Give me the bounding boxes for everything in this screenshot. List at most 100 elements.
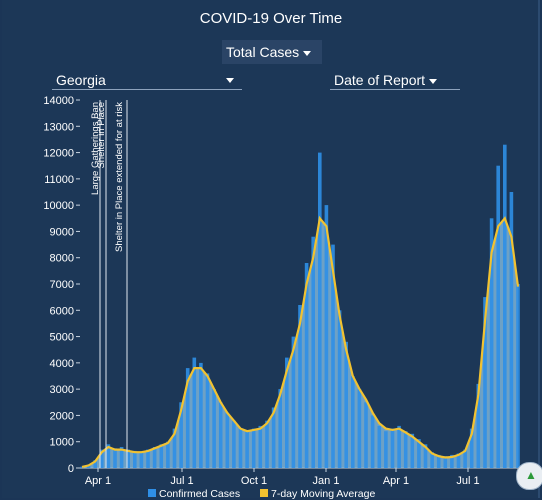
confirmed-cases-bar <box>463 449 467 468</box>
chevron-down-icon <box>226 78 234 83</box>
confirmed-cases-bar <box>403 431 408 468</box>
y-tick-label: 13000 <box>43 121 74 133</box>
y-tick-label: 12000 <box>43 148 74 160</box>
confirmed-cases-bar <box>357 389 362 468</box>
confirmed-cases-bar <box>397 425 401 468</box>
confirmed-cases-bar <box>285 357 289 468</box>
x-tick-label: Apr 1 <box>85 475 111 487</box>
confirmed-cases-bar <box>265 420 269 468</box>
chevron-down-icon <box>303 50 312 56</box>
confirmed-cases-bar <box>119 447 124 468</box>
confirmed-cases-bar <box>503 144 507 468</box>
confirmed-cases-bar <box>291 336 296 468</box>
date-type-dropdown-label: Date of Report <box>334 72 426 88</box>
confirmed-cases-bar <box>93 460 97 468</box>
y-tick-label: 11000 <box>44 174 74 186</box>
confirmed-cases-bar <box>384 431 388 468</box>
legend-label-confirmed-cases: Confirmed Cases <box>159 488 240 500</box>
legend-swatch-moving-average <box>260 489 268 497</box>
confirmed-cases-bar <box>258 425 263 468</box>
y-tick-label: 5000 <box>50 332 74 344</box>
y-tick-label: 6000 <box>50 305 74 317</box>
confirmed-cases-bar <box>337 310 342 468</box>
confirmed-cases-bar <box>324 205 329 468</box>
y-tick-label: 14000 <box>43 95 74 107</box>
legend-label-moving-average: 7-day Moving Average <box>271 488 375 500</box>
confirmed-cases-bar <box>450 454 454 468</box>
expand-button[interactable]: ▲ <box>516 462 542 490</box>
page-title: COVID-19 Over Time <box>199 10 343 27</box>
confirmed-cases-bar <box>351 376 355 468</box>
confirmed-cases-bar <box>417 439 421 468</box>
confirmed-cases-bar <box>430 452 434 468</box>
confirmed-cases-bar <box>456 453 461 468</box>
confirmed-cases-bar <box>152 447 157 468</box>
confirmed-cases-bar <box>106 444 111 468</box>
confirmed-cases-bar <box>278 389 282 468</box>
confirmed-cases-bar <box>238 428 243 468</box>
confirmed-cases-bar <box>212 389 216 468</box>
y-tick-label: 8000 <box>50 253 74 265</box>
confirmed-cases-bar <box>304 263 309 468</box>
confirmed-cases-bar <box>311 236 315 468</box>
confirmed-cases-bar <box>133 450 137 468</box>
confirmed-cases-bar <box>377 425 382 468</box>
metric-dropdown-label: Total Cases <box>226 44 300 60</box>
y-tick-label: 7000 <box>50 279 74 291</box>
confirmed-cases-bar <box>443 456 448 468</box>
y-tick-label: 3000 <box>50 384 74 396</box>
confirmed-cases-bar <box>126 449 130 468</box>
confirmed-cases-bar <box>218 402 223 468</box>
confirmed-cases-bar <box>80 466 84 468</box>
x-tick-label: Jan 1 <box>313 475 340 487</box>
x-tick-label: Jul 1 <box>456 475 479 487</box>
annotation-label: Shelter in Place <box>96 102 107 169</box>
confirmed-cases-bar <box>496 165 500 468</box>
confirmed-cases-bar <box>205 373 210 468</box>
state-dropdown[interactable]: Georgia <box>52 70 242 90</box>
confirmed-cases-bar <box>476 383 481 468</box>
y-tick-label: 0 <box>68 463 74 475</box>
confirmed-cases-bar <box>172 428 177 468</box>
covid-chart: 0 1000 2000 3000 4000 5000 6000 7000 8000 9000 100… <box>43 95 520 500</box>
confirmed-cases-bar <box>100 449 104 468</box>
metric-dropdown[interactable]: Total Cases <box>222 40 322 64</box>
confirmed-cases-bar <box>179 402 183 468</box>
moving-average-line <box>81 215 520 468</box>
confirmed-cases-bar <box>185 368 190 468</box>
confirmed-cases-bar <box>225 412 230 468</box>
date-type-dropdown[interactable]: Date of Report <box>330 70 460 90</box>
confirmed-cases-bar <box>469 428 474 468</box>
confirmed-cases-bar <box>159 444 164 468</box>
y-tick-label: 9000 <box>50 226 74 238</box>
confirmed-cases-bar <box>245 431 249 468</box>
confirmed-cases-bar <box>232 420 236 468</box>
confirmed-cases-bar <box>146 449 150 468</box>
confirmed-cases-bar <box>344 341 348 468</box>
y-tick-label: 1000 <box>50 437 74 449</box>
confirmed-cases-bar <box>410 433 415 468</box>
annotation-label: Shelter in Place extended for at risk <box>114 102 125 252</box>
x-tick-label: Jul 1 <box>170 475 193 487</box>
confirmed-cases-bar <box>113 448 117 468</box>
confirmed-cases-bar <box>509 192 514 468</box>
confirmed-cases-bar <box>364 402 368 468</box>
confirmed-cases-bar <box>139 452 144 468</box>
confirmed-cases-bar <box>483 297 487 468</box>
chevron-down-icon <box>429 78 438 84</box>
arrow-up-icon: ▲ <box>525 468 537 482</box>
legend-swatch-confirmed-cases <box>148 489 156 497</box>
state-dropdown-label: Georgia <box>56 72 106 88</box>
confirmed-cases-bar <box>489 218 494 468</box>
confirmed-cases-bar <box>423 444 428 468</box>
confirmed-cases-bar <box>331 244 335 468</box>
confirmed-cases-bar <box>318 152 322 468</box>
confirmed-cases-bar <box>516 284 520 468</box>
confirmed-cases-bar <box>436 454 441 468</box>
confirmed-cases-bar <box>166 441 170 468</box>
confirmed-cases-bar <box>251 428 256 468</box>
annotation-label: Large Gatherings Ban <box>90 102 101 195</box>
y-tick-label: 4000 <box>50 358 74 370</box>
y-tick-label: 2000 <box>50 410 74 422</box>
y-tick-label: 10000 <box>43 200 74 212</box>
